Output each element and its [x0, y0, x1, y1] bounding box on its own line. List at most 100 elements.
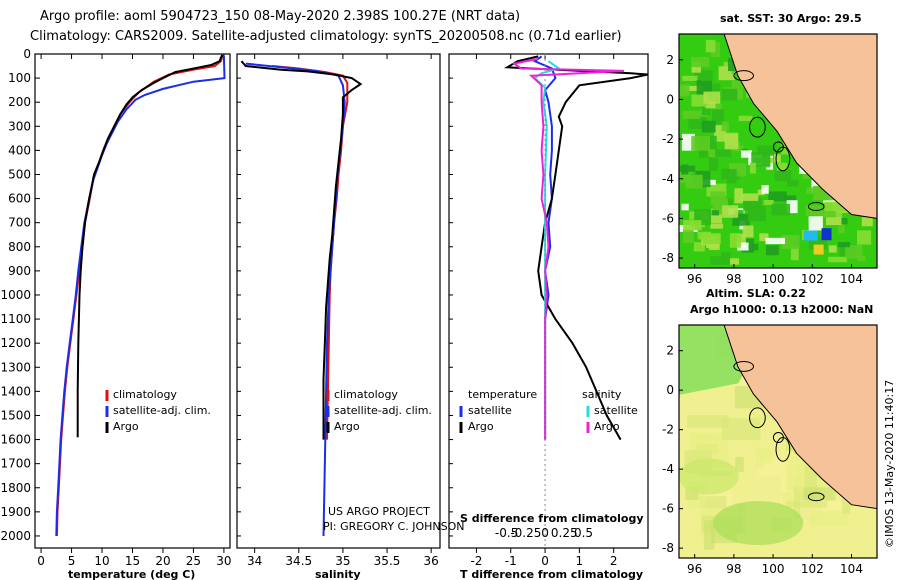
x-tick-label: 36: [424, 554, 439, 568]
map-cell: [682, 75, 698, 81]
map-cell: [701, 102, 711, 116]
difference-panel: -2 -1 0 1 2 temperature salinity satellite Argo s…: [448, 53, 649, 568]
series-line-s-argo: [511, 57, 625, 440]
y-tick-label: -6: [662, 502, 674, 516]
island-outline: [733, 70, 754, 82]
y-tick-label: 0: [23, 47, 31, 61]
map-cell: [782, 492, 793, 504]
map-cell: [825, 216, 842, 226]
y-tick-label: -6: [662, 211, 674, 225]
map-cell: [771, 203, 791, 216]
map-cell: [703, 91, 721, 104]
map-cell: [691, 94, 708, 107]
map-cell: [786, 180, 799, 187]
map-cell: [806, 187, 826, 194]
sst-map-panel: 96 98 100 102 104 2 0 -2 -4 -6 -8: [662, 33, 878, 286]
y-tick-label: 100: [8, 71, 31, 85]
y-tick-label: 700: [8, 216, 31, 230]
map-cell: [765, 237, 785, 245]
island-outline: [749, 116, 766, 138]
map-cell: [703, 520, 715, 550]
map-cell: [721, 121, 729, 132]
map-cell: [790, 246, 799, 261]
temperature-xlabel: temperature (deg C): [68, 568, 195, 580]
s-difference-xlabel: S difference from climatology: [460, 512, 644, 525]
map-cell: [761, 185, 769, 194]
map-cell: [683, 85, 704, 92]
y-tick-label: 900: [8, 264, 31, 278]
map-cell: [678, 458, 739, 495]
x-tick-label: 1: [576, 554, 584, 568]
map-cell: [765, 245, 779, 256]
project-label: US ARGO PROJECT: [328, 505, 430, 518]
map-cell: [760, 447, 773, 464]
x-tick-label: 35.5: [374, 554, 401, 568]
y-tick-label: 1200: [0, 336, 31, 350]
x-tick-label: 2: [610, 554, 618, 568]
map-cell: [734, 188, 743, 204]
map-cell: [856, 230, 872, 245]
y-tick-label: 600: [8, 192, 31, 206]
map-cell: [683, 220, 702, 231]
y-tick-label: -8: [662, 251, 674, 265]
map-cell: [751, 243, 759, 251]
x-tick-label: 34: [247, 554, 262, 568]
map-cell: [837, 241, 851, 248]
map-cell: [691, 56, 710, 68]
map-cell: [699, 496, 727, 509]
legend-label: climatology: [334, 388, 398, 401]
y-tick-label: 1900: [0, 505, 31, 519]
y-tick-label: 0: [666, 383, 674, 397]
map-cell: [721, 417, 761, 440]
map-cell: [705, 101, 716, 109]
x-tick-label: 0: [37, 554, 45, 568]
map-cell: [682, 110, 701, 120]
x-tick-label: 34.5: [285, 554, 312, 568]
map-cell: [713, 501, 804, 546]
y-tick-label: 300: [8, 119, 31, 133]
y-tick-label: 200: [8, 95, 31, 109]
y-tick-label: 0: [666, 92, 674, 106]
map-cell: [710, 208, 723, 224]
legend-label: satellite: [468, 404, 512, 417]
y-tick-label: 1800: [0, 481, 31, 495]
map-cell: [768, 191, 787, 202]
y-tick-label: -8: [662, 541, 674, 555]
map-cell: [710, 191, 726, 206]
legend-label: Argo: [113, 420, 139, 433]
map-cell: [691, 61, 701, 73]
map-cell: [821, 228, 832, 241]
series-line-t-argo: [503, 55, 649, 441]
map-cell: [701, 74, 712, 82]
legend-label: satellite-adj. clim.: [113, 404, 211, 417]
imos-credit: ©IMOS 13-May-2020 11:40:17: [883, 380, 896, 548]
salinity-panel: 34 34.5 35 35.5 36 climatology satellite-adj. …: [236, 53, 441, 568]
x-tick-label: 104: [840, 562, 863, 576]
t-difference-xlabel: T difference from climatology: [460, 568, 643, 580]
s-tick-label: 0.5: [574, 526, 593, 540]
map-cell: [735, 456, 744, 472]
y-tick-label: 2000: [0, 529, 31, 543]
island-outline: [807, 202, 825, 211]
y-tick-label: 400: [8, 143, 31, 157]
map-cell: [710, 42, 721, 58]
map-cell: [729, 233, 742, 248]
argo-position-marker: [772, 432, 784, 444]
x-tick-label: 100: [762, 272, 785, 286]
map-cell: [803, 230, 818, 241]
map-cell: [701, 120, 716, 133]
legend-label: Argo: [468, 420, 494, 433]
s-tick-label: 0.25: [551, 526, 578, 540]
map-cell: [737, 242, 749, 251]
s-tick-label: -0.5: [495, 526, 518, 540]
x-tick-label: 102: [801, 562, 824, 576]
map-cell: [732, 214, 750, 226]
map-cell: [763, 199, 774, 205]
figure-title-line2: Climatology: CARS2009. Satellite-adjuste…: [30, 29, 622, 44]
map-cell: [839, 245, 847, 258]
map-cell: [756, 446, 764, 469]
y-tick-label: 1600: [0, 433, 31, 447]
island-outline: [807, 492, 825, 502]
x-tick-label: 5: [68, 554, 76, 568]
